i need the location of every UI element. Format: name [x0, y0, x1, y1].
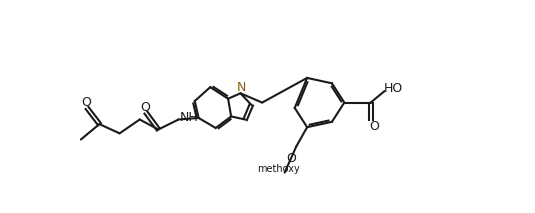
Text: O: O — [286, 152, 296, 165]
Text: N: N — [236, 81, 246, 94]
Text: O: O — [81, 96, 91, 109]
Text: O: O — [140, 101, 150, 114]
Text: HO: HO — [384, 82, 403, 95]
Text: O: O — [370, 120, 379, 133]
Text: methoxy: methoxy — [257, 164, 300, 174]
Text: NH: NH — [180, 111, 198, 124]
